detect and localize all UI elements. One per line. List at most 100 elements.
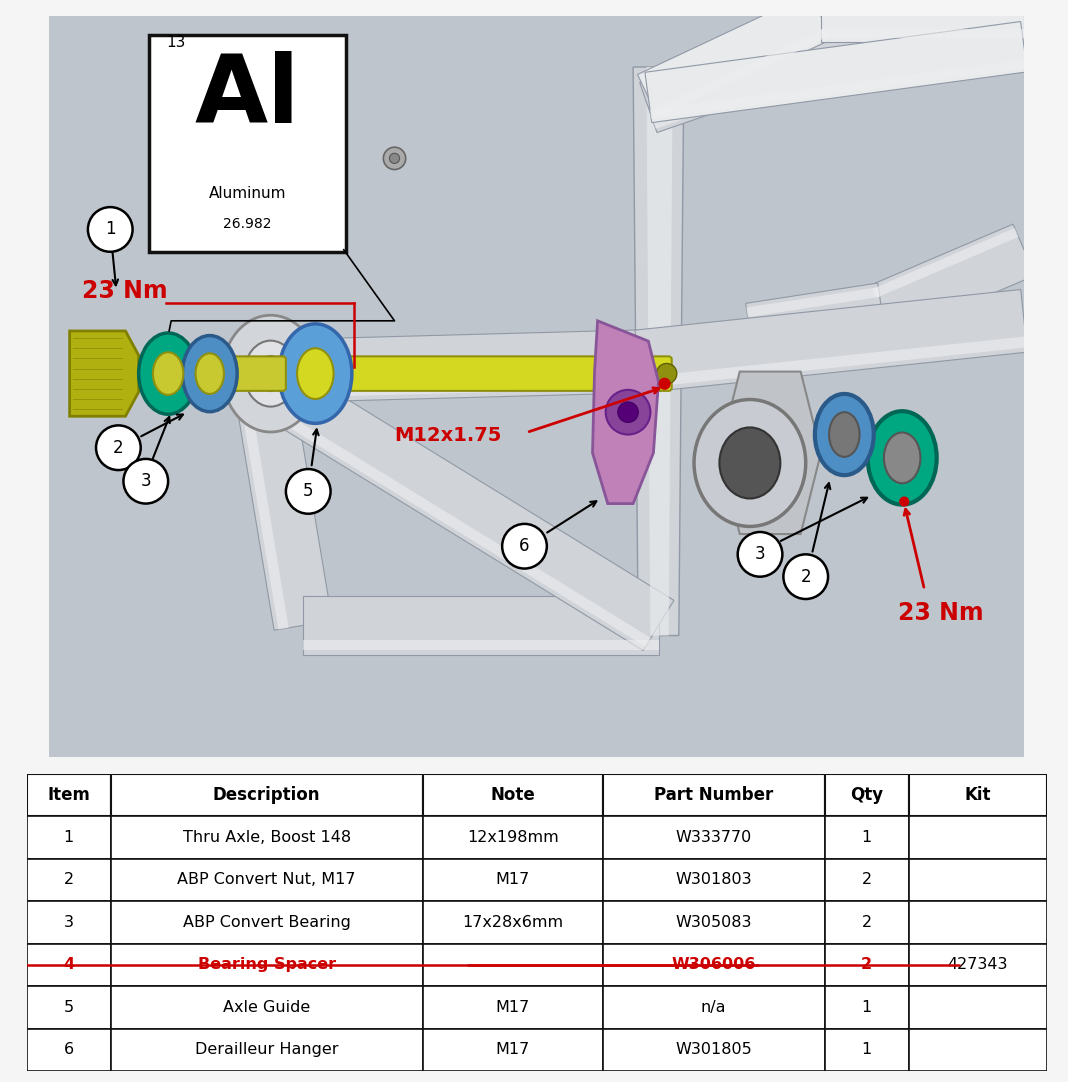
Bar [602,986,824,1029]
Ellipse shape [884,433,921,484]
Bar [602,816,824,859]
Bar [824,986,909,1029]
Ellipse shape [245,341,297,407]
Text: Kit: Kit [964,786,991,804]
Polygon shape [912,29,1024,39]
Bar [824,816,909,859]
Bar [111,1029,423,1071]
Circle shape [88,207,132,252]
Bar [27,859,111,901]
Bar [423,816,602,859]
Bar [602,859,824,901]
Bar [602,774,824,816]
Circle shape [657,364,677,384]
Circle shape [899,497,909,506]
Bar [423,986,602,1029]
Circle shape [606,390,650,435]
Bar [909,859,1047,901]
Polygon shape [747,287,880,317]
Circle shape [502,524,547,568]
Bar [824,774,909,816]
Bar [423,859,602,901]
Text: Item: Item [47,786,90,804]
Polygon shape [870,224,1035,337]
Text: 3: 3 [141,472,151,490]
Bar [423,944,602,986]
Polygon shape [821,29,1024,38]
Circle shape [124,459,168,503]
Text: Aluminum: Aluminum [208,186,286,201]
Polygon shape [634,290,1027,393]
Text: 2: 2 [861,958,873,973]
Ellipse shape [829,412,860,457]
Bar [909,1029,1047,1071]
Circle shape [738,532,783,577]
Text: 1: 1 [862,830,871,845]
Polygon shape [645,22,1027,122]
Text: W333770: W333770 [676,830,752,845]
Ellipse shape [222,315,319,432]
Bar [111,816,423,859]
Polygon shape [303,596,659,655]
Bar [27,1029,111,1071]
Text: 5: 5 [64,1000,74,1015]
FancyBboxPatch shape [103,356,286,391]
Text: ABP Convert Nut, M17: ABP Convert Nut, M17 [177,872,356,887]
Polygon shape [873,228,1019,298]
Text: 13: 13 [167,35,186,50]
Bar [909,901,1047,944]
Ellipse shape [694,399,805,527]
Polygon shape [646,67,673,635]
Bar [909,816,1047,859]
Bar [602,944,824,986]
Polygon shape [640,0,921,133]
Text: M17: M17 [496,1042,530,1057]
Bar [27,901,111,944]
Text: 3: 3 [64,915,74,929]
Polygon shape [654,28,830,117]
Polygon shape [69,331,139,417]
Text: Description: Description [213,786,320,804]
Text: n/a: n/a [701,1000,726,1015]
Text: Thru Axle, Boost 148: Thru Axle, Boost 148 [183,830,350,845]
Text: M17: M17 [496,872,530,887]
Polygon shape [640,337,1026,388]
Ellipse shape [815,394,874,475]
Polygon shape [912,0,1024,42]
Bar [111,944,423,986]
Text: 6: 6 [64,1042,74,1057]
Polygon shape [638,0,832,120]
Circle shape [286,470,331,514]
Text: 23 Nm: 23 Nm [82,279,168,303]
Text: Note: Note [490,786,535,804]
Text: 3: 3 [755,545,766,564]
Bar [602,1029,824,1071]
Circle shape [659,378,671,390]
Circle shape [96,425,141,470]
Text: W301803: W301803 [675,872,752,887]
Polygon shape [247,357,674,650]
Polygon shape [263,378,639,398]
Bar [27,774,111,816]
Text: 5: 5 [303,483,314,500]
Text: 1: 1 [862,1042,871,1057]
Bar [824,1029,909,1071]
Text: Part Number: Part Number [654,786,773,804]
Ellipse shape [279,324,351,423]
Text: M12x1.75: M12x1.75 [394,425,502,445]
Circle shape [784,554,828,599]
Bar [602,901,824,944]
Polygon shape [262,330,639,404]
Polygon shape [720,371,821,535]
Text: 2: 2 [862,872,871,887]
Bar [111,774,423,816]
FancyBboxPatch shape [265,356,672,391]
Text: Axle Guide: Axle Guide [223,1000,311,1015]
Polygon shape [303,641,659,650]
Polygon shape [653,29,920,129]
Text: Al: Al [194,52,300,144]
Text: W306006: W306006 [672,958,756,973]
Text: 2: 2 [800,568,811,585]
Text: 1: 1 [64,830,74,845]
Polygon shape [238,384,288,630]
